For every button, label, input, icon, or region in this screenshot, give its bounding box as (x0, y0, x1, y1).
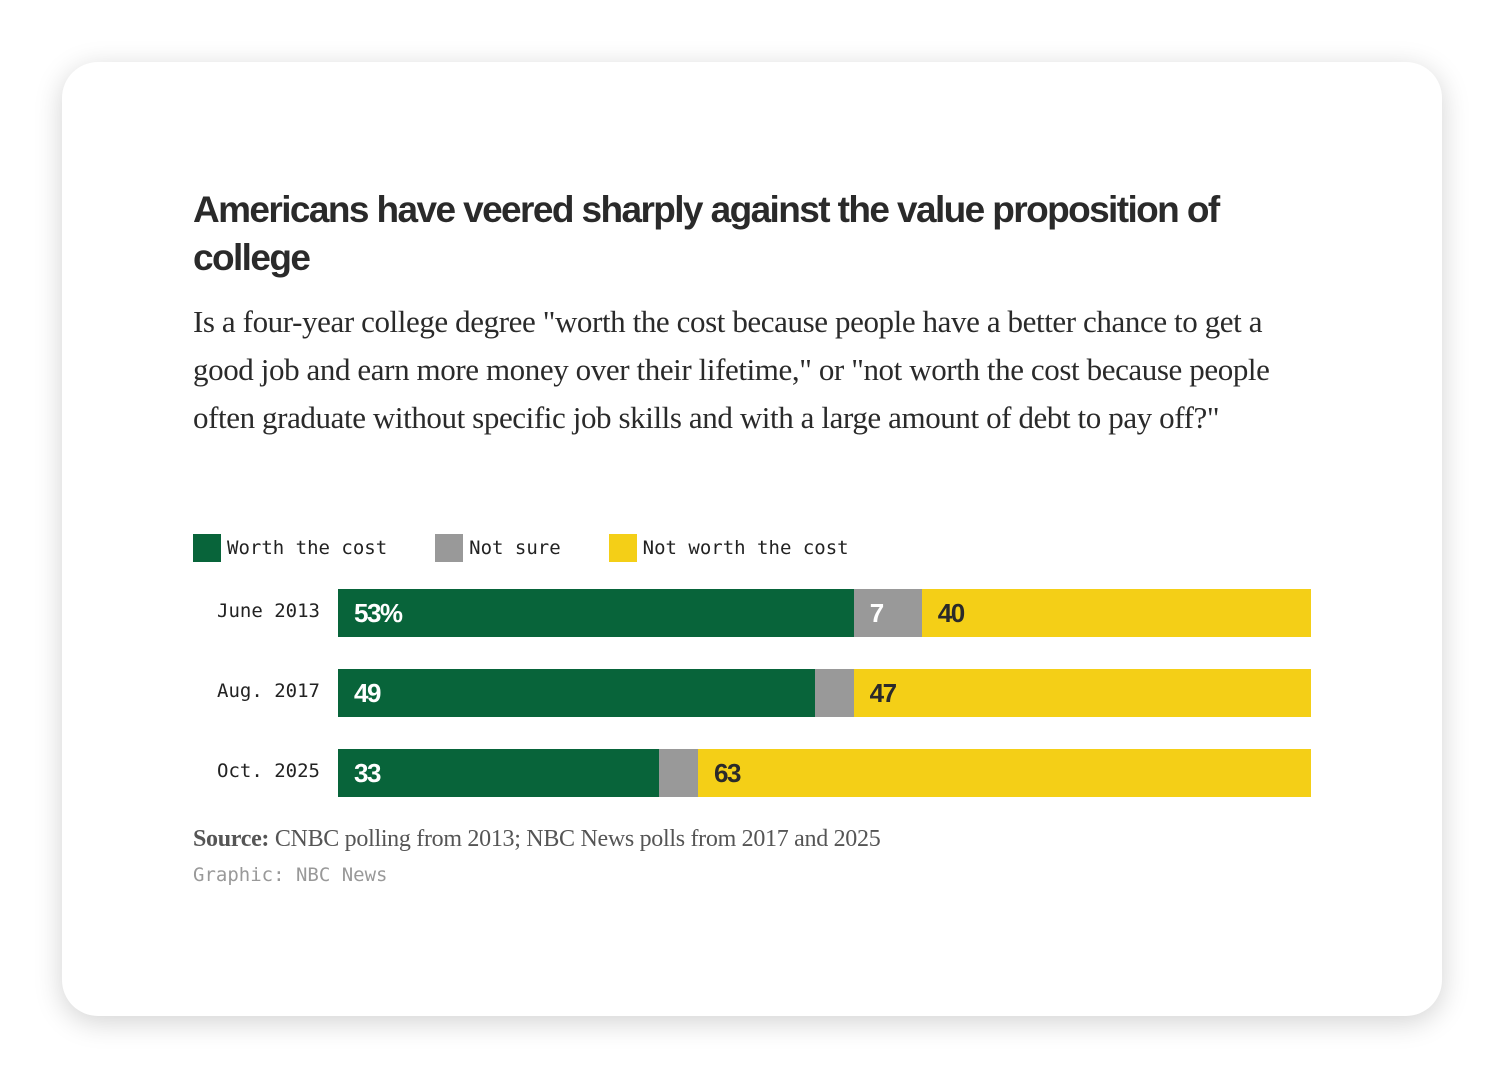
category-label: Oct. 2025 (217, 760, 320, 782)
legend-label: Worth the cost (227, 537, 388, 559)
source-label: Source: (193, 826, 270, 852)
stacked-bar: 53% 7 40 (338, 589, 1311, 637)
legend-label: Not sure (469, 537, 561, 559)
bar-segment-not-sure (814, 669, 854, 717)
graphic-credit: Graphic: NBC News (193, 864, 388, 886)
data-label: 33 (354, 758, 381, 788)
bar-segment-not-worth-the-cost: 63 (697, 749, 1311, 797)
data-label: 7 (869, 598, 884, 628)
chart-subtitle: Is a four-year college degree "worth the… (193, 304, 1270, 435)
data-label: 63 (713, 758, 741, 788)
data-label: 53% (354, 598, 403, 628)
data-label: 49 (354, 678, 381, 708)
source-note: Source: CNBC polling from 2013; NBC News… (193, 826, 881, 853)
bar-segment-not-worth-the-cost: 40 (921, 589, 1311, 637)
legend: Worth the cost Not sure Not worth the co… (193, 534, 897, 562)
bar-segment-worth-the-cost: 33 (338, 749, 660, 797)
data-label: 40 (937, 598, 965, 628)
stacked-bar: 49 47 (338, 669, 1311, 717)
bar-segment-not-worth-the-cost: 47 (853, 669, 1311, 717)
category-label: June 2013 (217, 600, 320, 622)
chart-card (62, 62, 1442, 1016)
bar-segment-not-sure (659, 749, 698, 797)
bar-segment-not-sure: 7 (853, 589, 922, 637)
legend-swatch (608, 534, 637, 562)
bar-segment-worth-the-cost: 49 (338, 669, 815, 717)
stacked-bar: 33 63 (338, 749, 1311, 797)
legend-label: Not worth the cost (642, 537, 849, 559)
legend-item-not-worth: Not worth the cost (608, 534, 849, 562)
bar-segment-worth-the-cost: 53% (338, 589, 854, 637)
category-label: Aug. 2017 (217, 680, 320, 702)
data-label: 47 (869, 678, 897, 708)
source-text: CNBC polling from 2013; NBC News polls f… (269, 826, 881, 852)
chart-title: Americans have veered sharply against th… (193, 189, 1220, 278)
legend-swatch (435, 534, 464, 562)
legend-swatch (193, 534, 221, 562)
legend-item-not-sure: Not sure (435, 534, 561, 562)
legend-item-worth: Worth the cost (193, 534, 387, 562)
